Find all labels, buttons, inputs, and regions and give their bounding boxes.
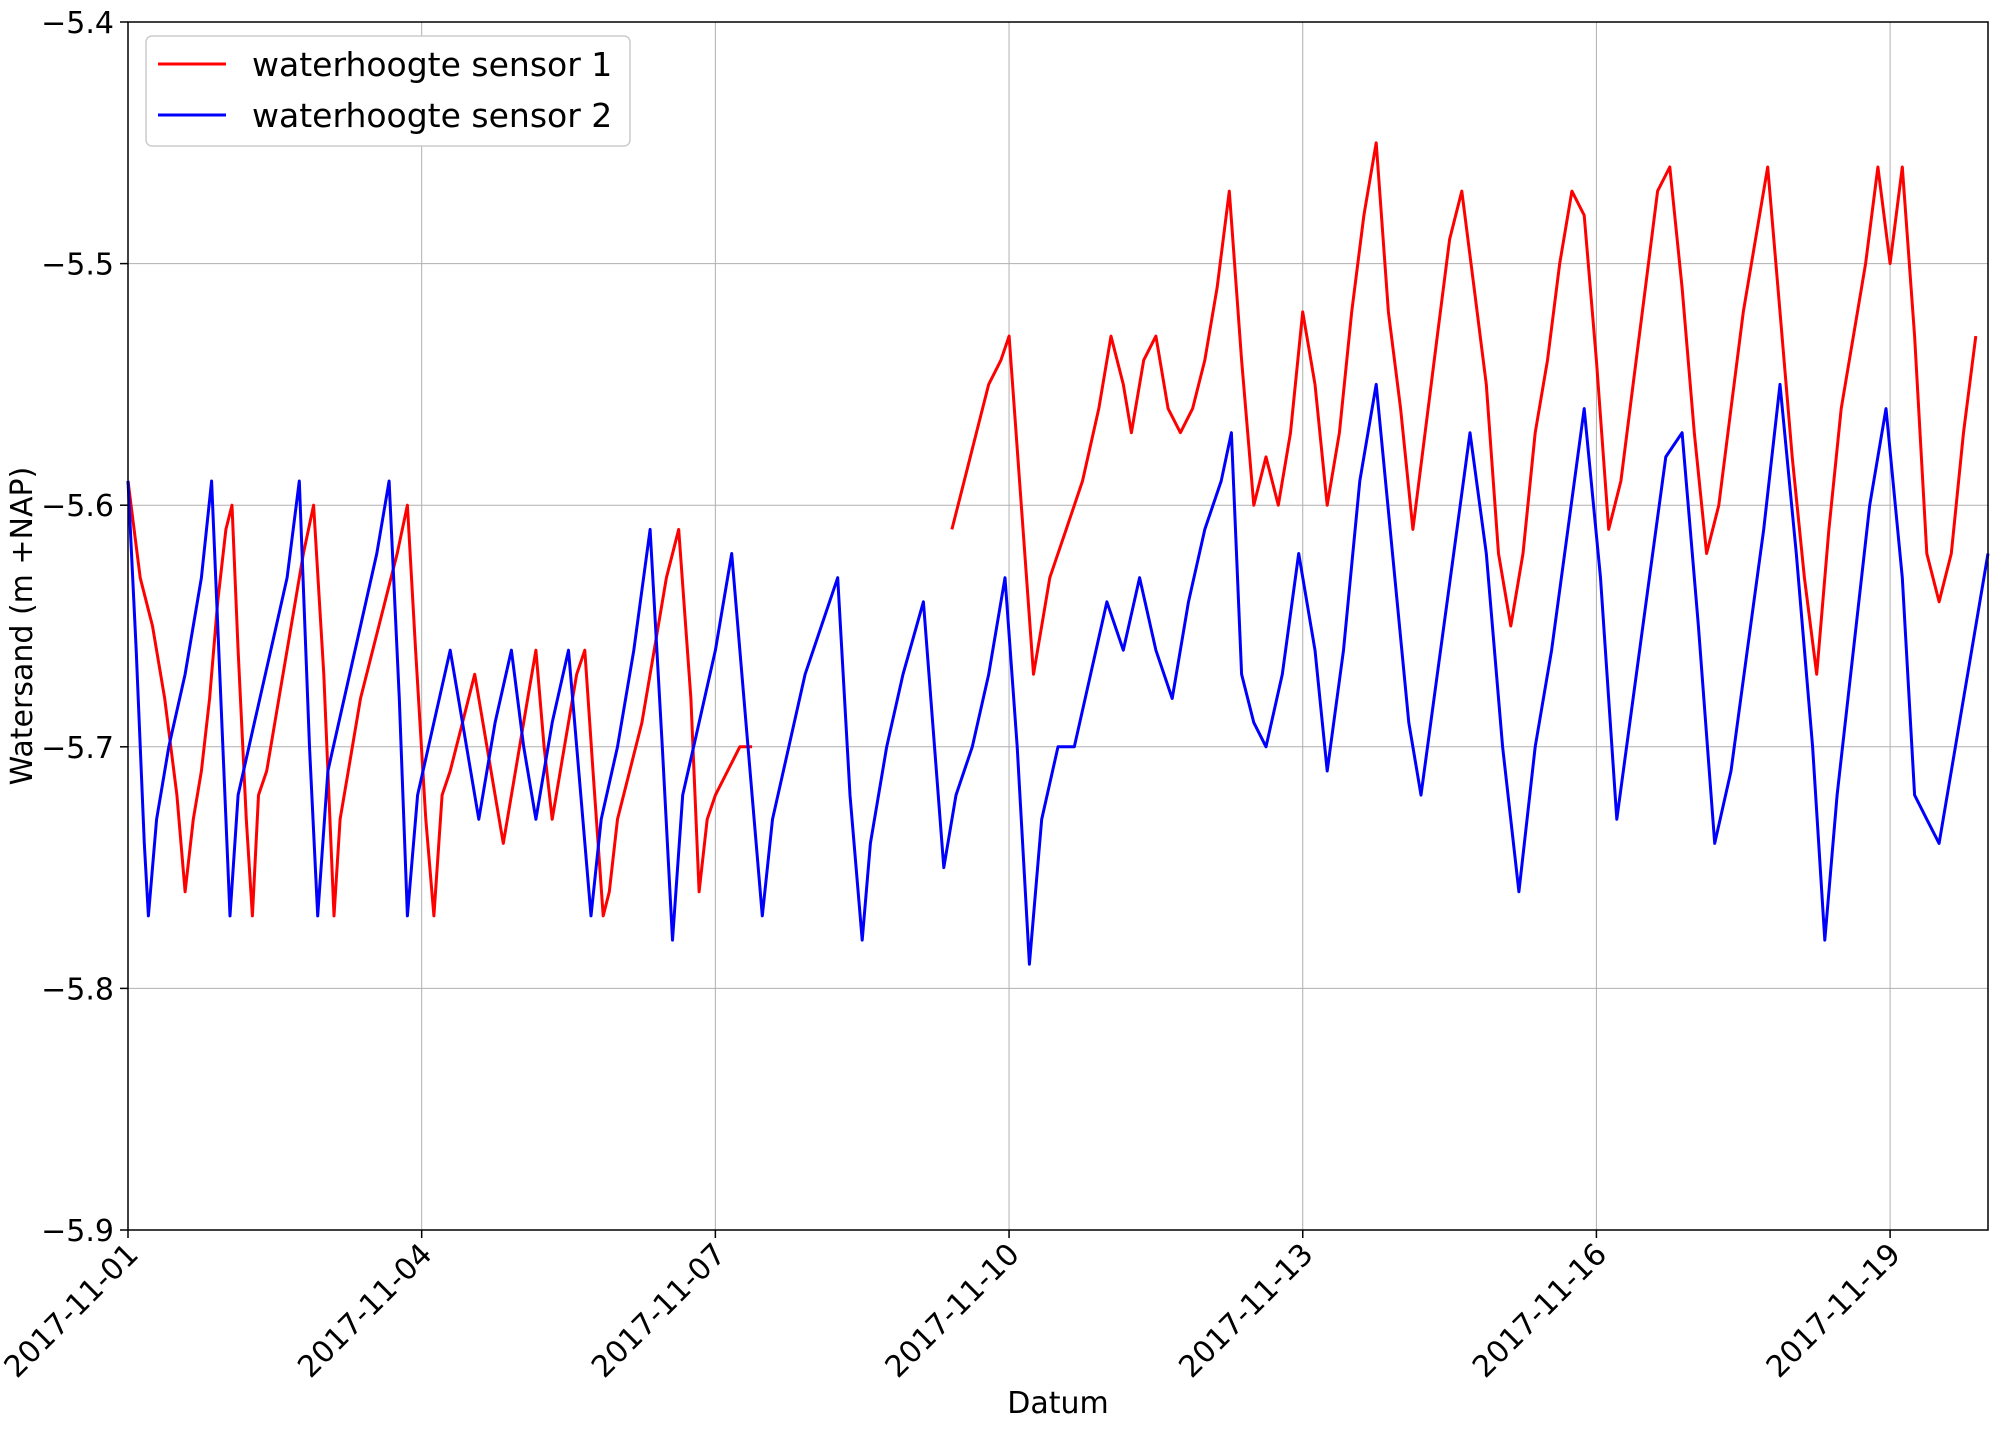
x-axis-label: Datum [1007,1386,1108,1421]
series-line-sensor1-part1 [126,480,753,918]
y-tick-label: −5.6 [41,489,114,524]
legend-box [145,35,631,147]
x-tick-label: 2017-11-19 [1760,1237,1908,1385]
x-tick-label: 2017-11-01 [0,1237,146,1385]
y-tick-label: −5.7 [41,731,114,766]
y-tick-label: −5.8 [41,972,114,1007]
y-tick-label: −5.4 [41,6,114,41]
x-tick-label: 2017-11-10 [879,1237,1027,1385]
series-line-sensor2 [126,382,1990,966]
series-layer [126,141,1990,966]
y-axis-ticks: −5.9 −5.8 −5.7 −5.6 −5.5 −5.4 [41,6,128,1249]
legend: waterhoogte sensor 1 waterhoogte sensor … [145,35,631,147]
x-tick-label: 2017-11-07 [585,1237,733,1385]
x-axis-ticks: 2017-11-01 2017-11-04 2017-11-07 2017-11-10… [0,1230,1908,1385]
legend-label-sensor1: waterhoogte sensor 1 [252,45,612,84]
y-tick-label: −5.9 [41,1214,114,1249]
series-line-sensor1-part2 [950,141,1978,676]
x-tick-label: 2017-11-04 [291,1237,439,1385]
grid-lines [127,21,1988,1231]
x-tick-label: 2017-11-16 [1466,1237,1614,1385]
y-axis-label: Watersand (m +NAP) [5,467,40,786]
x-tick-label: 2017-11-13 [1172,1237,1320,1385]
plot-frame [127,21,1989,1231]
legend-label-sensor2: waterhoogte sensor 2 [252,96,612,135]
y-tick-label: −5.5 [41,248,114,283]
